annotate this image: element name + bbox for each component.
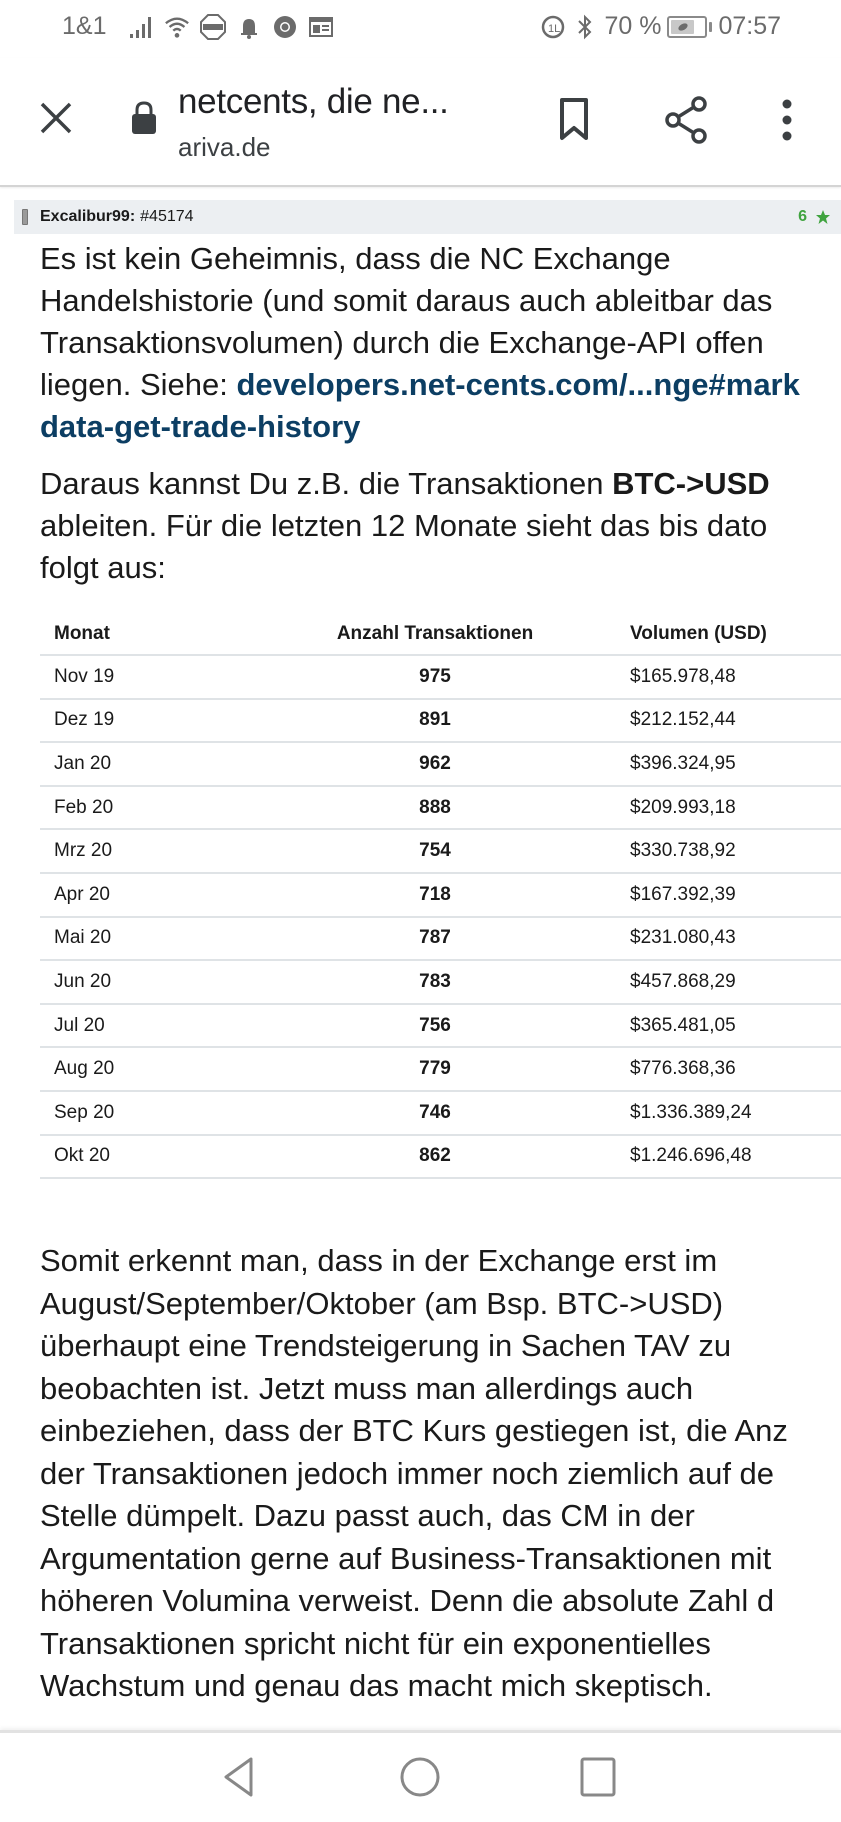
text-line: Argumentation gerne auf Business-Transak…: [40, 1540, 772, 1576]
paragraph-3: Somit erkennt man, dass in der Exchange …: [40, 1240, 841, 1708]
page-title: netcents, die ne...: [178, 82, 449, 121]
recents-icon[interactable]: [576, 1755, 620, 1799]
post-number[interactable]: #45174: [140, 208, 194, 225]
table-row: Mrz 20 754 $330.738,92: [40, 830, 841, 874]
text-line: data-get-trade-history: [40, 406, 841, 448]
browser-toolbar: netcents, die ne... ariva.de: [0, 58, 841, 187]
table-row: Jan 20 962 $396.324,95: [40, 743, 841, 787]
rating-count: 6: [798, 208, 807, 225]
text-line: überhaupt eine Trendsteigerung in Sachen…: [40, 1328, 732, 1363]
wifi-icon: [165, 16, 190, 38]
table-row: Apr 20 718 $167.392,39: [40, 874, 841, 918]
text-line: der Transaktionen jedoch immer noch ziem…: [40, 1455, 775, 1491]
mobile-device-icon: [22, 209, 28, 225]
header-month: Monat: [54, 623, 110, 644]
table-row: Nov 19 975 $165.978,48: [40, 656, 841, 700]
bookmark-icon[interactable]: [554, 94, 594, 144]
battery-icon: [667, 15, 713, 38]
text-line: Handelshistorie (und somit daraus auch a…: [40, 283, 773, 318]
bluetooth-icon: [578, 14, 592, 39]
header-count: Anzahl Transaktionen: [336, 623, 534, 644]
table-header: Monat Anzahl Transaktionen Volumen (USD): [40, 614, 841, 656]
text-line: Transaktionen spricht nicht für ein expo…: [40, 1625, 711, 1661]
paragraph-2: Daraus kannst Du z.B. die Transaktionen …: [40, 463, 841, 589]
bold-text: BTC->USD: [612, 466, 770, 501]
post-rating[interactable]: 6: [798, 208, 831, 226]
status-bar: 1&1 1L 70 % 07:57: [0, 0, 841, 58]
home-icon[interactable]: [398, 1755, 442, 1799]
system-nav-bar: [0, 1730, 841, 1822]
table-row: Jun 20 783 $457.868,29: [40, 961, 841, 1005]
text-line: einbeziehen, dass der BTC Kurs gestiegen…: [40, 1413, 788, 1448]
post-header: Excalibur99: #45174 6: [14, 200, 841, 234]
paragraph-1: Es ist kein Geheimnis, dass die NC Excha…: [40, 238, 841, 448]
svg-text:1L: 1L: [548, 23, 560, 35]
share-icon[interactable]: [662, 94, 710, 146]
table-row: Mai 20 787 $231.080,43: [40, 918, 841, 962]
text-line: Somit erkennt man, dass in der Exchange …: [40, 1243, 718, 1278]
text-line: Transaktionsvolumen) durch die Exchange-…: [40, 325, 764, 360]
table-row: Sep 20 746 $1.336.389,24: [40, 1092, 841, 1136]
close-icon[interactable]: [34, 96, 78, 140]
table-row: Aug 20 779 $776.368,36: [40, 1048, 841, 1092]
text-line: folgt aus:: [40, 550, 166, 585]
text-line: ableiten. Für die letzten 12 Monate sieh…: [40, 508, 768, 543]
api-docs-link-continued[interactable]: data-get-trade-history: [40, 409, 361, 444]
page-url[interactable]: ariva.de: [178, 132, 271, 162]
news-icon: [309, 16, 334, 37]
chrome-icon: [274, 15, 297, 38]
signal-icon: [130, 16, 152, 38]
text-line: Daraus kannst Du z.B. die Transaktionen …: [40, 466, 770, 501]
nagelbau-app-icon: [200, 13, 227, 40]
clock: 07:57: [718, 12, 781, 40]
table-row: Okt 20 862 $1.246.696,48: [40, 1136, 841, 1180]
table-row: Feb 20 888 $209.993,18: [40, 787, 841, 831]
text-line: Es ist kein Geheimnis, dass die NC Excha…: [40, 241, 671, 276]
text-line: Stelle dümpelt. Dazu passt auch, das CM …: [40, 1498, 695, 1533]
header-volume: Volumen (USD): [630, 623, 767, 644]
data-saver-icon: 1L: [542, 15, 565, 38]
carrier-label: 1&1: [62, 12, 107, 40]
table-row: Jul 20 756 $365.481,05: [40, 1005, 841, 1049]
text-line: August/September/Oktober (am Bsp. BTC->U…: [40, 1285, 724, 1321]
battery-percent: 70 %: [604, 12, 662, 40]
notification-bell-icon: [241, 18, 258, 39]
back-icon[interactable]: [218, 1755, 262, 1799]
text-line: Wachstum und genau das macht mich skepti…: [40, 1668, 713, 1703]
transactions-table: Monat Anzahl Transaktionen Volumen (USD)…: [40, 614, 841, 1180]
lock-icon[interactable]: [130, 100, 158, 136]
api-docs-link[interactable]: developers.net-cents.com/...nge#mark: [236, 367, 800, 402]
text-line: beobachten ist. Jetzt muss man allerding…: [40, 1370, 694, 1406]
post-author[interactable]: Excalibur99:: [40, 208, 136, 225]
post-body: Es ist kein Geheimnis, dass die NC Excha…: [40, 238, 841, 604]
text-line: höheren Volumina verweist. Denn die abso…: [40, 1583, 775, 1618]
table-row: Dez 19 891 $212.152,44: [40, 700, 841, 744]
text-line: liegen. Siehe: developers.net-cents.com/…: [40, 367, 800, 402]
more-vert-icon[interactable]: [774, 96, 800, 144]
star-icon: [816, 210, 830, 224]
